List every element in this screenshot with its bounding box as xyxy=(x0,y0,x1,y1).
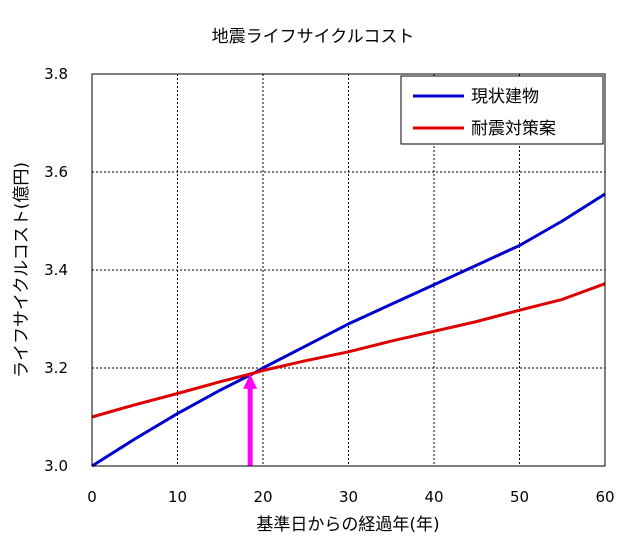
x-axis-title: 基準日からの経過年(年) xyxy=(256,515,439,535)
legend-label-2: 耐震対策案 xyxy=(471,119,556,139)
x-tick-label: 20 xyxy=(253,488,272,506)
y-tick-label: 3.4 xyxy=(44,261,68,279)
y-tick-label: 3.2 xyxy=(44,359,68,377)
x-tick-label: 0 xyxy=(87,488,97,506)
legend-box xyxy=(400,75,604,145)
y-axis-title: ライフサイクルコスト(億円) xyxy=(12,162,32,378)
x-tick-label: 60 xyxy=(595,488,614,506)
x-tick-label: 10 xyxy=(168,488,187,506)
series-line-2 xyxy=(91,282,606,419)
legend-label-1: 現状建物 xyxy=(471,87,539,107)
x-tick-label: 40 xyxy=(424,488,443,506)
chart-title: 地震ライフサイクルコスト xyxy=(212,27,415,47)
series-line-1 xyxy=(91,192,606,468)
plot-frame xyxy=(91,73,606,467)
y-tick-label: 3.6 xyxy=(44,163,68,181)
x-tick-label: 50 xyxy=(510,488,529,506)
x-tick-label: 30 xyxy=(339,488,358,506)
y-tick-label: 3.0 xyxy=(44,457,68,475)
arrow-head xyxy=(243,373,258,389)
y-tick-label: 3.8 xyxy=(44,65,68,83)
